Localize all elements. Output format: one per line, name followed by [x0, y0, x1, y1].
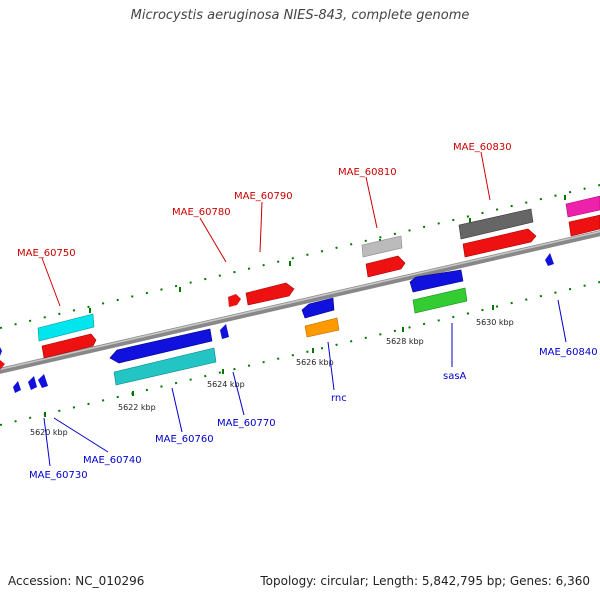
connector [43, 417, 51, 467]
tick-label: 5620 kbp [30, 428, 68, 437]
gene-label[interactable]: MAE_60750 [17, 248, 76, 259]
gene-red[interactable] [568, 214, 600, 237]
gene-label[interactable]: MAE_60760 [155, 434, 214, 445]
gene-blue[interactable] [301, 297, 335, 319]
gene-green[interactable] [412, 287, 468, 314]
genome-backbone [0, 230, 600, 374]
tick-label: 5628 kbp [386, 337, 424, 346]
gene-blue-small[interactable] [38, 374, 48, 388]
gene-blue-long[interactable] [109, 328, 213, 364]
gene-features [0, 195, 600, 393]
gene-label[interactable]: MAE_60830 [453, 142, 512, 153]
backbone-highlight [0, 230, 600, 371]
connector [557, 299, 567, 343]
gene-blue-small[interactable] [28, 376, 37, 390]
gene-gray[interactable] [361, 235, 403, 258]
tick-label-group: 5620 kbp 5622 kbp 5624 kbp 5626 kbp 5628… [30, 318, 514, 437]
tick-label: 5622 kbp [118, 403, 156, 412]
connector [232, 371, 245, 416]
gene-red-small[interactable] [228, 294, 241, 307]
label-connectors [41, 151, 491, 307]
gene-label[interactable]: MAE_60840 [539, 347, 598, 358]
connector [365, 176, 378, 229]
gene-label[interactable]: rnc [331, 393, 347, 404]
connector [259, 201, 263, 253]
gene-darkgray[interactable] [458, 208, 534, 240]
gene-cyan[interactable] [37, 313, 95, 342]
accession-info: Accession: NC_010296 [8, 574, 145, 588]
gene-blue-small[interactable] [220, 324, 229, 339]
genome-title: Microcystis aeruginosa NIES-843, complet… [130, 8, 470, 23]
connector [327, 341, 335, 391]
gene-label[interactable]: sasA [443, 371, 467, 382]
tick-label: 5626 kbp [296, 358, 334, 367]
connector [171, 387, 183, 433]
gene-red[interactable] [245, 282, 295, 306]
gene-red[interactable] [0, 360, 5, 370]
gene-red[interactable] [462, 228, 537, 258]
connector [199, 217, 227, 263]
gene-labels: MAE_60750 MAE_60780 MAE_60790 MAE_60810 … [17, 142, 598, 481]
connector [480, 151, 491, 201]
gene-label[interactable]: MAE_60740 [83, 455, 142, 466]
gene-blue-small[interactable] [545, 253, 554, 266]
gene-blue[interactable] [0, 347, 2, 356]
backbone-line [0, 230, 600, 374]
label-connectors-reverse [43, 299, 567, 467]
gene-label[interactable]: MAE_60810 [338, 167, 397, 178]
gene-label[interactable]: MAE_60780 [172, 207, 231, 218]
gene-label[interactable]: MAE_60790 [234, 191, 293, 202]
tick-label: 5624 kbp [207, 380, 245, 389]
topology-info: Topology: circular; Length: 5,842,795 bp… [260, 574, 590, 588]
tick-label: 5630 kbp [476, 318, 514, 327]
gene-label[interactable]: MAE_60770 [217, 418, 276, 429]
gene-teal-long[interactable] [113, 347, 217, 386]
gene-blue[interactable] [409, 269, 464, 293]
gene-label[interactable]: MAE_60730 [29, 470, 88, 481]
gene-orange[interactable] [304, 317, 340, 338]
gene-magenta[interactable] [565, 195, 600, 218]
gene-red[interactable] [365, 255, 406, 278]
connector [53, 417, 109, 453]
connector [41, 257, 61, 307]
gene-red[interactable] [41, 333, 97, 359]
gene-blue-small[interactable] [13, 381, 21, 393]
